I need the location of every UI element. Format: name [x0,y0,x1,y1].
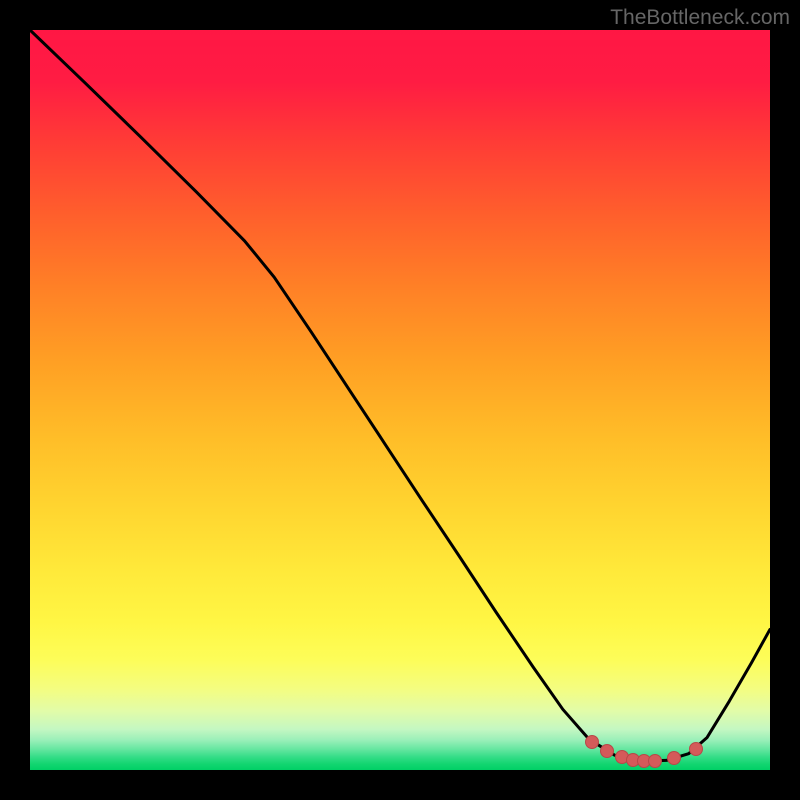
watermark-text: TheBottleneck.com [610,6,790,30]
curve-polyline [30,30,770,761]
curve-line-layer [30,30,770,770]
chart-canvas: TheBottleneck.com [0,0,800,800]
plot-area [30,30,770,770]
